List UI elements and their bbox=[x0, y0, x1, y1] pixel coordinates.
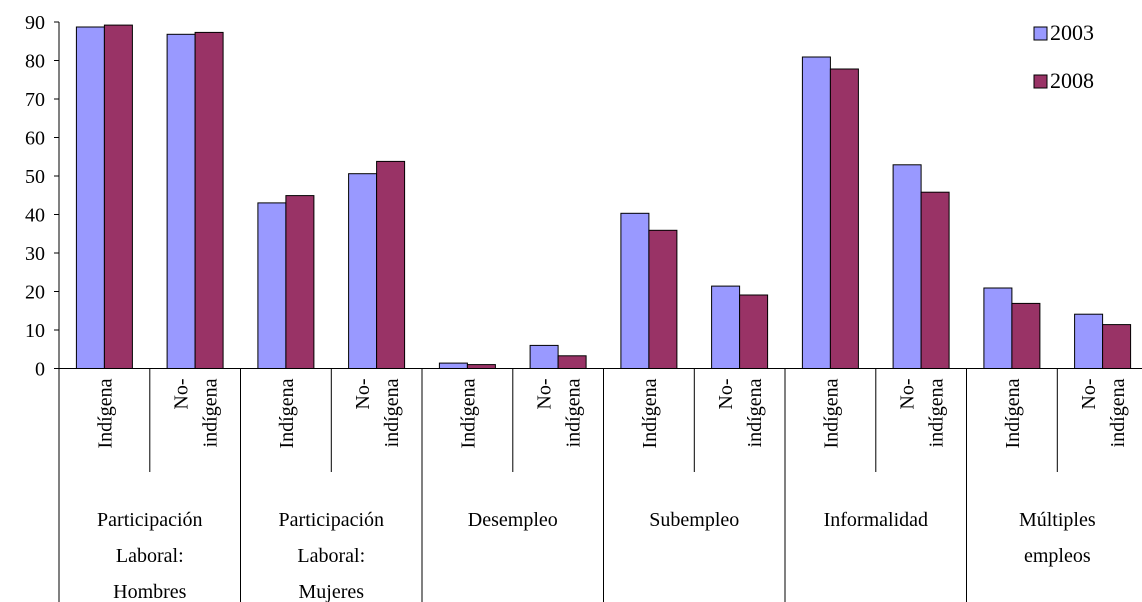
axes-layer bbox=[54, 21, 1142, 602]
category-label: Indígena bbox=[1002, 378, 1024, 448]
category-label-line: Indígena bbox=[639, 378, 661, 448]
category-label-line: No- bbox=[1078, 379, 1100, 410]
category-label-line: No- bbox=[897, 379, 919, 410]
category-label-line: Indígena bbox=[820, 378, 842, 448]
bar-2003-9 bbox=[801, 56, 831, 369]
y-tick-label: 10 bbox=[25, 320, 45, 342]
group-label: Participación bbox=[279, 509, 385, 531]
category-label: No-indígena bbox=[352, 378, 403, 447]
category-label: Indígena bbox=[639, 378, 661, 448]
category-label: No-indígena bbox=[171, 378, 222, 447]
bar-2003-3 bbox=[257, 202, 287, 369]
category-label: Indígena bbox=[276, 378, 298, 448]
group-label: Subempleo bbox=[649, 509, 739, 531]
y-tick-label: 20 bbox=[25, 282, 45, 304]
bars-layer bbox=[75, 24, 1132, 370]
bar-2008-6 bbox=[557, 355, 587, 369]
category-label: Indígena bbox=[94, 378, 116, 448]
group-label: Mujeres bbox=[299, 581, 365, 602]
y-tick-label: 60 bbox=[25, 128, 45, 150]
category-label: Indígena bbox=[457, 378, 479, 448]
bar-2003-5 bbox=[438, 362, 468, 370]
category-label: No-indígena bbox=[534, 378, 585, 447]
legend-label-2008: 2008 bbox=[1050, 68, 1094, 93]
bar-2008-3 bbox=[285, 195, 315, 369]
bar-2003-12 bbox=[1074, 313, 1104, 370]
bar-2003-11 bbox=[983, 287, 1013, 369]
legend: 2003 2008 bbox=[1033, 20, 1094, 93]
group-label: Laboral: bbox=[116, 545, 184, 567]
bar-2003-6 bbox=[529, 344, 559, 369]
group-label: empleos bbox=[1024, 545, 1091, 567]
category-label-line: No- bbox=[534, 379, 556, 410]
category-label-line: Indígena bbox=[1002, 378, 1024, 448]
bar-2008-11 bbox=[1011, 302, 1041, 369]
category-label-line: indígena bbox=[926, 378, 948, 447]
y-tick-label: 50 bbox=[25, 166, 45, 188]
bar-2003-8 bbox=[711, 285, 741, 370]
category-label-line: indígena bbox=[563, 378, 585, 447]
bar-2003-7 bbox=[620, 212, 650, 369]
group-label: Informalidad bbox=[824, 509, 928, 531]
legend-swatch-2003 bbox=[1033, 26, 1048, 41]
category-label-line: indígena bbox=[1107, 378, 1129, 447]
category-label-line: Indígena bbox=[457, 378, 479, 448]
category-label-line: Indígena bbox=[276, 378, 298, 448]
y-tick-label: 30 bbox=[25, 243, 45, 265]
bar-2003-4 bbox=[348, 173, 378, 369]
bar-2003-10 bbox=[892, 164, 922, 369]
bar-2008-10 bbox=[920, 191, 950, 369]
bar-2008-7 bbox=[648, 229, 678, 369]
y-tick-label: 0 bbox=[35, 359, 45, 381]
category-label: Indígena bbox=[820, 378, 842, 448]
category-label-line: indígena bbox=[744, 378, 766, 447]
bar-2008-8 bbox=[739, 294, 769, 369]
category-label: No-indígena bbox=[897, 378, 948, 447]
category-label-line: Indígena bbox=[94, 378, 116, 448]
y-tick-label: 40 bbox=[25, 205, 45, 227]
bar-2003-2 bbox=[166, 33, 196, 370]
category-label-line: No- bbox=[171, 379, 193, 410]
category-label-line: No- bbox=[352, 379, 374, 410]
y-tick-label: 80 bbox=[25, 51, 45, 73]
group-label: Participación bbox=[97, 509, 203, 531]
y-tick-label: 90 bbox=[25, 12, 45, 34]
bar-2008-2 bbox=[194, 31, 224, 370]
bar-2003-1 bbox=[75, 26, 105, 369]
category-label-line: indígena bbox=[200, 378, 222, 447]
category-label: No-indígena bbox=[715, 378, 766, 447]
y-tick-label: 70 bbox=[25, 89, 45, 111]
group-label: Laboral: bbox=[297, 545, 365, 567]
group-label: Desempleo bbox=[468, 509, 558, 531]
bar-2008-4 bbox=[376, 160, 406, 369]
group-label: Hombres bbox=[113, 581, 187, 602]
bar-2008-1 bbox=[103, 24, 133, 369]
bar-2008-9 bbox=[829, 68, 859, 369]
legend-swatch-2008 bbox=[1033, 74, 1048, 89]
category-label-line: indígena bbox=[381, 378, 403, 447]
bar-2008-12 bbox=[1102, 324, 1132, 370]
bar-2008-5 bbox=[466, 364, 496, 370]
legend-label-2003: 2003 bbox=[1050, 20, 1094, 45]
category-label-line: No- bbox=[715, 379, 737, 410]
category-label: No-indígena bbox=[1078, 378, 1129, 447]
labels-layer: 0 10 20 30 40 50 60 70 80 90 Indígena No-indígena In… bbox=[25, 12, 1129, 602]
group-label: Múltiples bbox=[1019, 509, 1096, 531]
